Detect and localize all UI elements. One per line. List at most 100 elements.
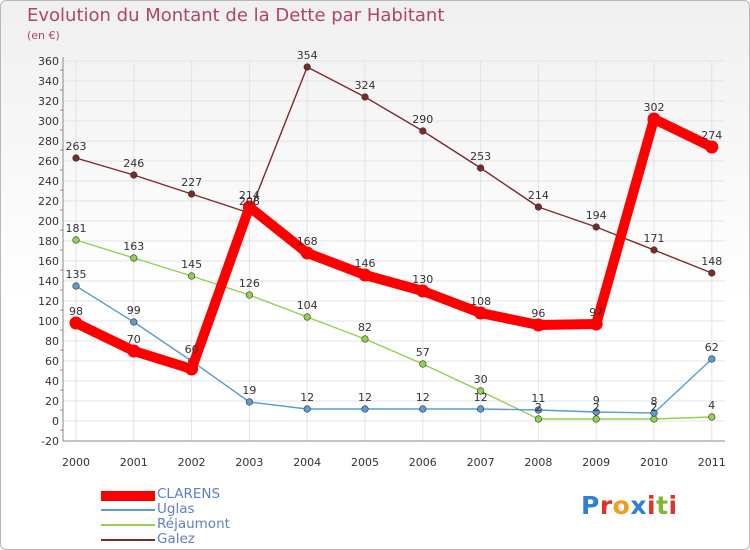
data-label-galez: 214 (528, 189, 549, 202)
data-point-clarens (474, 306, 488, 320)
data-label-clarens: 70 (127, 333, 141, 346)
data-point-rejaumont (361, 335, 369, 343)
data-point-uglas (130, 318, 138, 326)
y-tick-label: 200 (38, 215, 59, 228)
data-point-rejaumont (708, 413, 716, 421)
data-point-galez (419, 127, 427, 135)
legend-item-clarens: CLARENS (101, 486, 301, 502)
data-label-uglas: 9 (593, 394, 600, 407)
data-point-rejaumont (245, 291, 253, 299)
data-label-clarens: 214 (239, 189, 260, 202)
data-label-clarens: 97 (589, 306, 603, 319)
y-tick-label: 180 (38, 235, 59, 248)
data-label-clarens: 302 (644, 101, 665, 114)
proxiti-logo: Proxiti (581, 491, 678, 520)
data-label-clarens: 274 (701, 129, 722, 142)
data-label-clarens: 130 (412, 273, 433, 286)
y-tick-label: 300 (38, 115, 59, 128)
series-line-clarens (71, 114, 717, 374)
data-point-uglas (477, 405, 485, 413)
data-label-rejaumont: 181 (66, 222, 87, 235)
series-line-uglas (75, 285, 713, 414)
legend-label: Réjaumont (157, 516, 230, 532)
data-point-galez (477, 164, 485, 172)
series-line-rejaumont (75, 239, 713, 420)
legend: CLARENS Uglas Réjaumont Galez (101, 486, 301, 547)
y-tick-label: 360 (38, 55, 59, 68)
data-point-rejaumont (303, 313, 311, 321)
data-point-uglas (592, 408, 600, 416)
data-point-galez (72, 154, 80, 162)
data-point-uglas (534, 406, 543, 414)
data-point-clarens (300, 246, 314, 260)
data-point-rejaumont (650, 415, 658, 423)
legend-swatch (101, 539, 155, 541)
data-point-clarens (242, 200, 256, 214)
data-label-uglas: 19 (242, 384, 256, 397)
data-label-rejaumont: 2 (651, 401, 658, 414)
data-label-galez: 194 (586, 209, 607, 222)
data-point-uglas (708, 355, 716, 363)
data-point-clarens (69, 316, 83, 330)
x-tick-label: 2003 (235, 456, 263, 469)
x-tick-label: 2011 (698, 456, 726, 469)
data-label-rejaumont: 163 (123, 240, 144, 253)
logo-letter: r (599, 491, 613, 520)
data-label-rejaumont: 30 (474, 373, 488, 386)
data-label-uglas: 12 (358, 391, 372, 404)
y-tick-label: 120 (38, 295, 59, 308)
y-tick-label: 280 (38, 135, 59, 148)
data-point-uglas (419, 405, 427, 413)
data-point-uglas (650, 409, 658, 417)
x-tick-label: 2006 (409, 456, 437, 469)
x-tick-label: 2007 (467, 456, 495, 469)
data-label-galez: 290 (412, 113, 433, 126)
logo-letter: t (656, 491, 669, 520)
data-label-uglas: 60 (185, 343, 199, 356)
data-point-rejaumont (72, 236, 80, 244)
data-label-rejaumont: 2 (593, 401, 600, 414)
data-label-rejaumont: 126 (239, 277, 260, 290)
data-point-rejaumont (419, 360, 427, 368)
data-label-galez: 354 (297, 49, 318, 62)
data-label-rejaumont: 2 (535, 401, 542, 414)
data-point-galez (130, 171, 138, 179)
data-label-clarens: 98 (69, 305, 83, 318)
data-label-galez: 246 (123, 157, 144, 170)
y-tick-label: 220 (38, 195, 59, 208)
data-label-uglas: 135 (66, 268, 87, 281)
data-point-uglas (303, 405, 311, 413)
x-tick-label: 2008 (524, 456, 552, 469)
data-label-galez: 227 (181, 176, 202, 189)
data-label-clarens: 168 (297, 235, 318, 248)
y-tick-label: 160 (38, 255, 59, 268)
y-tick-label: -20 (41, 435, 59, 448)
legend-label: Uglas (157, 501, 195, 517)
data-point-clarens (531, 318, 545, 332)
data-point-rejaumont (130, 254, 138, 262)
data-point-rejaumont (534, 415, 543, 423)
chart-title: Evolution du Montant de la Dette par Hab… (27, 5, 445, 26)
data-point-uglas (72, 282, 80, 290)
data-point-galez (592, 223, 600, 231)
x-tick-label: 2001 (120, 456, 148, 469)
data-label-rejaumont: 104 (297, 299, 318, 312)
data-label-galez: 324 (355, 79, 376, 92)
data-point-clarens (127, 344, 141, 358)
data-label-uglas: 99 (127, 304, 141, 317)
data-label-clarens: 108 (470, 295, 491, 308)
data-point-galez (188, 190, 196, 198)
data-point-uglas (361, 405, 369, 413)
logo-letter: x (630, 491, 647, 520)
legend-swatch (101, 524, 155, 526)
data-point-rejaumont (477, 387, 485, 395)
data-point-galez (534, 203, 543, 211)
data-label-uglas: 62 (705, 341, 719, 354)
data-point-rejaumont (188, 272, 196, 280)
chart-unit-label: (en €) (27, 29, 60, 42)
data-point-uglas (245, 398, 253, 406)
logo-letter: i (647, 491, 657, 520)
y-tick-label: 340 (38, 75, 59, 88)
legend-item-rejaumont: Réjaumont (101, 516, 301, 532)
